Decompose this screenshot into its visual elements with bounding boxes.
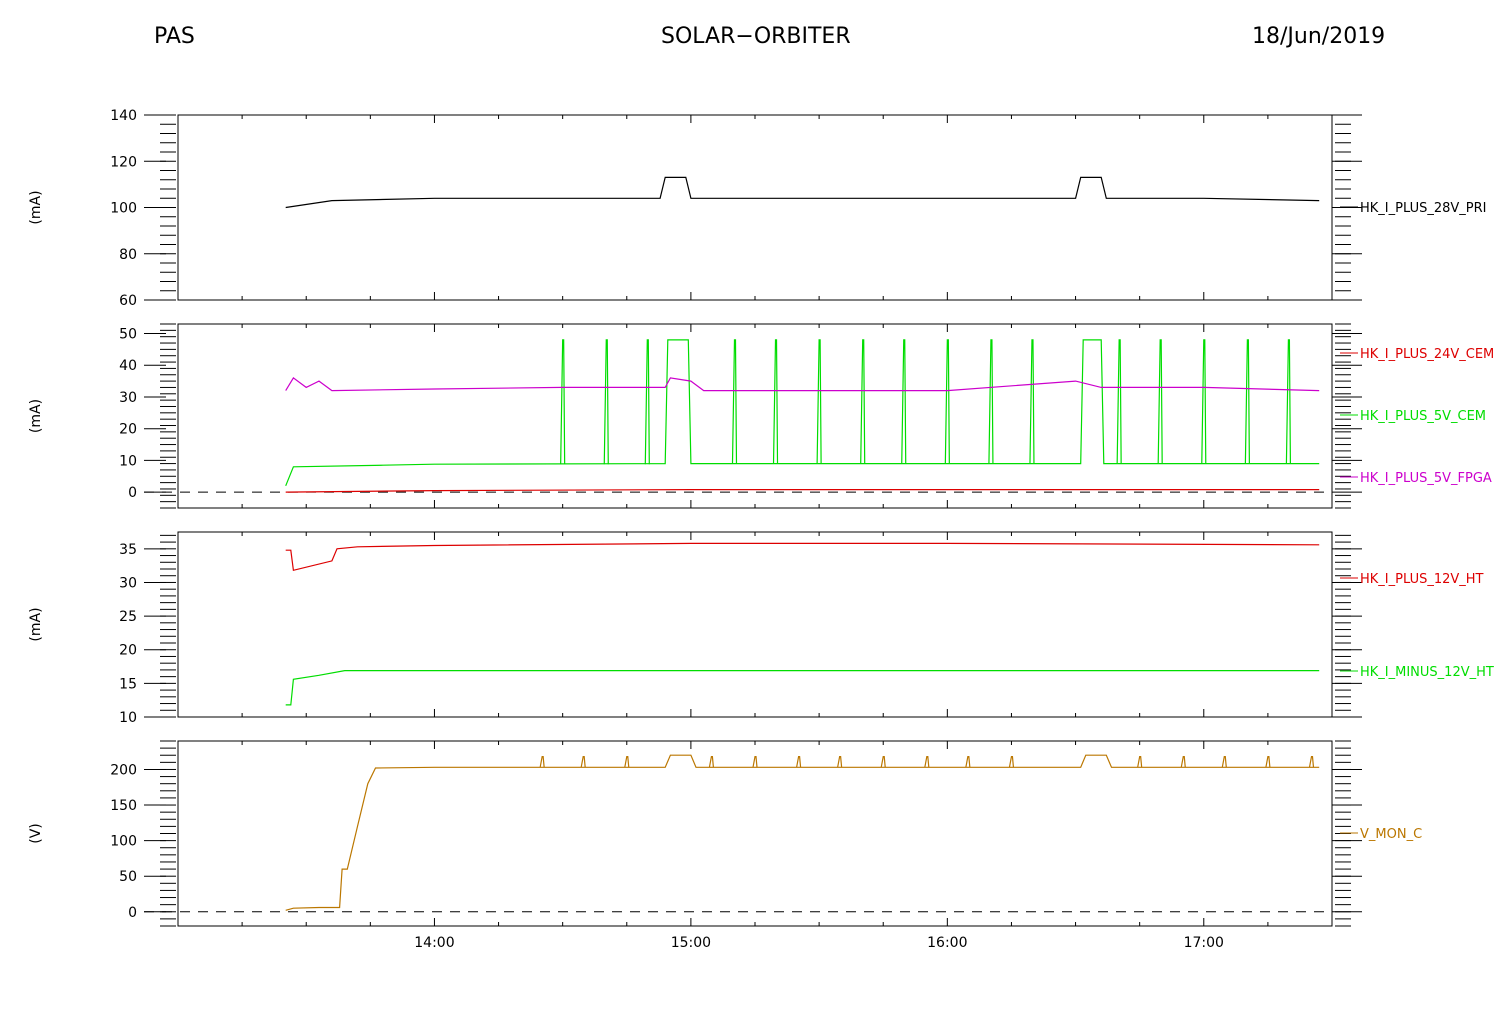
series-spike-V_MON_C (1308, 756, 1315, 768)
series-spike-HK_I_PLUS_5V_CEM (816, 339, 822, 464)
y-tick-label: 35 (119, 542, 137, 558)
x-tick-label: 14:00 (414, 935, 454, 951)
series-spike-HK_I_PLUS_5V_CEM (944, 339, 950, 464)
y-tick-label: 100 (110, 834, 137, 850)
series-spike-HK_I_PLUS_5V_CEM (1029, 339, 1035, 464)
y-tick-label: 200 (110, 762, 137, 778)
series-line-HK_I_PLUS_24V_CEM (285, 489, 1320, 493)
series-spike-V_MON_C (708, 756, 715, 768)
y-axis-label: (V) (28, 823, 44, 844)
y-axis-label: (mA) (28, 190, 44, 224)
series-line-HK_I_PLUS_28V_PRI (285, 176, 1320, 209)
series-spike-HK_I_PLUS_5V_CEM (560, 339, 566, 465)
y-tick-label: 20 (119, 422, 137, 438)
y-tick-label: 15 (119, 676, 137, 692)
series-line-HK_I_PLUS_5V_FPGA (285, 377, 1320, 392)
legend-label: HK_I_PLUS_5V_FPGA (1360, 471, 1492, 486)
y-tick-label: 60 (119, 293, 137, 309)
y-tick-label: 20 (119, 643, 137, 659)
legend-label: HK_I_PLUS_12V_HT (1360, 572, 1484, 587)
y-axis-label: (mA) (28, 607, 44, 641)
mission-title: SOLAR−ORBITER (661, 24, 851, 49)
y-tick-label: 80 (119, 247, 137, 263)
series-spike-HK_I_PLUS_5V_CEM (1285, 339, 1292, 464)
panel-frame-4 (177, 740, 1333, 927)
series-line-V_MON_C (285, 754, 1320, 911)
y-tick-label: 120 (110, 154, 137, 170)
series-spike-V_MON_C (752, 756, 758, 768)
y-tick-label: 30 (119, 575, 137, 591)
series-spike-V_MON_C (965, 756, 971, 768)
y-tick-label: 100 (110, 201, 137, 217)
series-spike-HK_I_PLUS_5V_CEM (1244, 339, 1250, 464)
series-spike-HK_I_PLUS_5V_CEM (1116, 339, 1122, 464)
series-spike-V_MON_C (796, 756, 802, 768)
series-spike-HK_I_PLUS_5V_CEM (860, 339, 866, 464)
x-tick-label: 15:00 (671, 935, 711, 951)
series-spike-V_MON_C (624, 756, 630, 768)
series-spike-V_MON_C (1265, 756, 1271, 768)
y-tick-label: 50 (119, 869, 137, 885)
series-spike-V_MON_C (1008, 756, 1015, 768)
series-spike-HK_I_PLUS_5V_CEM (731, 339, 738, 464)
y-tick-label: 40 (119, 358, 137, 374)
y-axis-label: (mA) (28, 399, 44, 433)
series-spike-V_MON_C (924, 756, 930, 768)
series-line-HK_I_PLUS_12V_HT (285, 542, 1320, 572)
series-line-HK_I_PLUS_5V_CEM (285, 339, 1320, 487)
instrument-label: PAS (154, 24, 195, 49)
date-label: 18/Jun/2019 (1252, 24, 1386, 49)
y-tick-label: 30 (119, 390, 137, 406)
panel-frame-3 (177, 531, 1333, 718)
series-spike-HK_I_PLUS_5V_CEM (988, 339, 994, 464)
y-tick-label: 0 (128, 905, 137, 921)
series-spike-V_MON_C (1180, 756, 1186, 768)
legend-label: HK_I_PLUS_28V_PRI (1360, 201, 1486, 216)
y-tick-label: 150 (110, 798, 137, 814)
legend-label: HK_I_MINUS_12V_HT (1360, 665, 1494, 680)
y-tick-label: 140 (110, 108, 137, 124)
series-spike-V_MON_C (1221, 756, 1227, 768)
legend-label: HK_I_PLUS_24V_CEM (1360, 347, 1494, 362)
series-spike-V_MON_C (580, 756, 586, 768)
legend-label: HK_I_PLUS_5V_CEM (1360, 409, 1486, 424)
series-spike-V_MON_C (1137, 756, 1143, 768)
series-spike-V_MON_C (837, 756, 843, 768)
y-tick-label: 50 (119, 327, 137, 343)
y-tick-label: 25 (119, 609, 137, 625)
series-spike-V_MON_C (539, 756, 545, 768)
legend-label: V_MON_C (1360, 827, 1422, 842)
series-spike-HK_I_PLUS_5V_CEM (901, 339, 907, 464)
y-tick-label: 10 (119, 453, 137, 469)
y-tick-label: 0 (128, 485, 137, 501)
panel-frame-1 (177, 114, 1333, 301)
x-tick-label: 17:00 (1184, 935, 1224, 951)
x-tick-label: 16:00 (927, 935, 967, 951)
series-line-HK_I_MINUS_12V_HT (285, 669, 1320, 706)
series-spike-HK_I_PLUS_5V_CEM (772, 339, 779, 464)
series-spike-HK_I_PLUS_5V_CEM (603, 339, 609, 465)
series-spike-V_MON_C (880, 756, 886, 768)
series-spike-HK_I_PLUS_5V_CEM (1201, 339, 1207, 464)
y-tick-label: 10 (119, 710, 137, 726)
series-spike-HK_I_PLUS_5V_CEM (1157, 339, 1163, 464)
series-spike-HK_I_PLUS_5V_CEM (644, 339, 650, 465)
